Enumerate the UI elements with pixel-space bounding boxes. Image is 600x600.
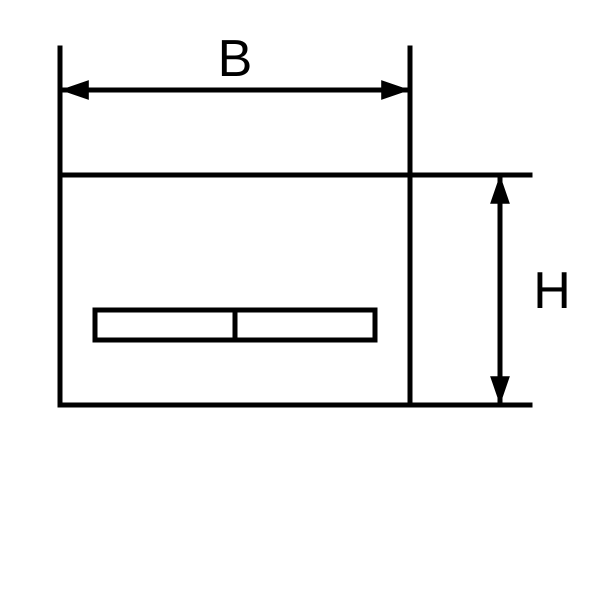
dimension-width: B [60,30,410,175]
button-bar [95,310,375,340]
plate-outline [60,175,410,405]
dimension-height-label: H [533,262,571,320]
dimension-height: H [410,175,571,405]
dimension-width-label: B [218,30,253,88]
